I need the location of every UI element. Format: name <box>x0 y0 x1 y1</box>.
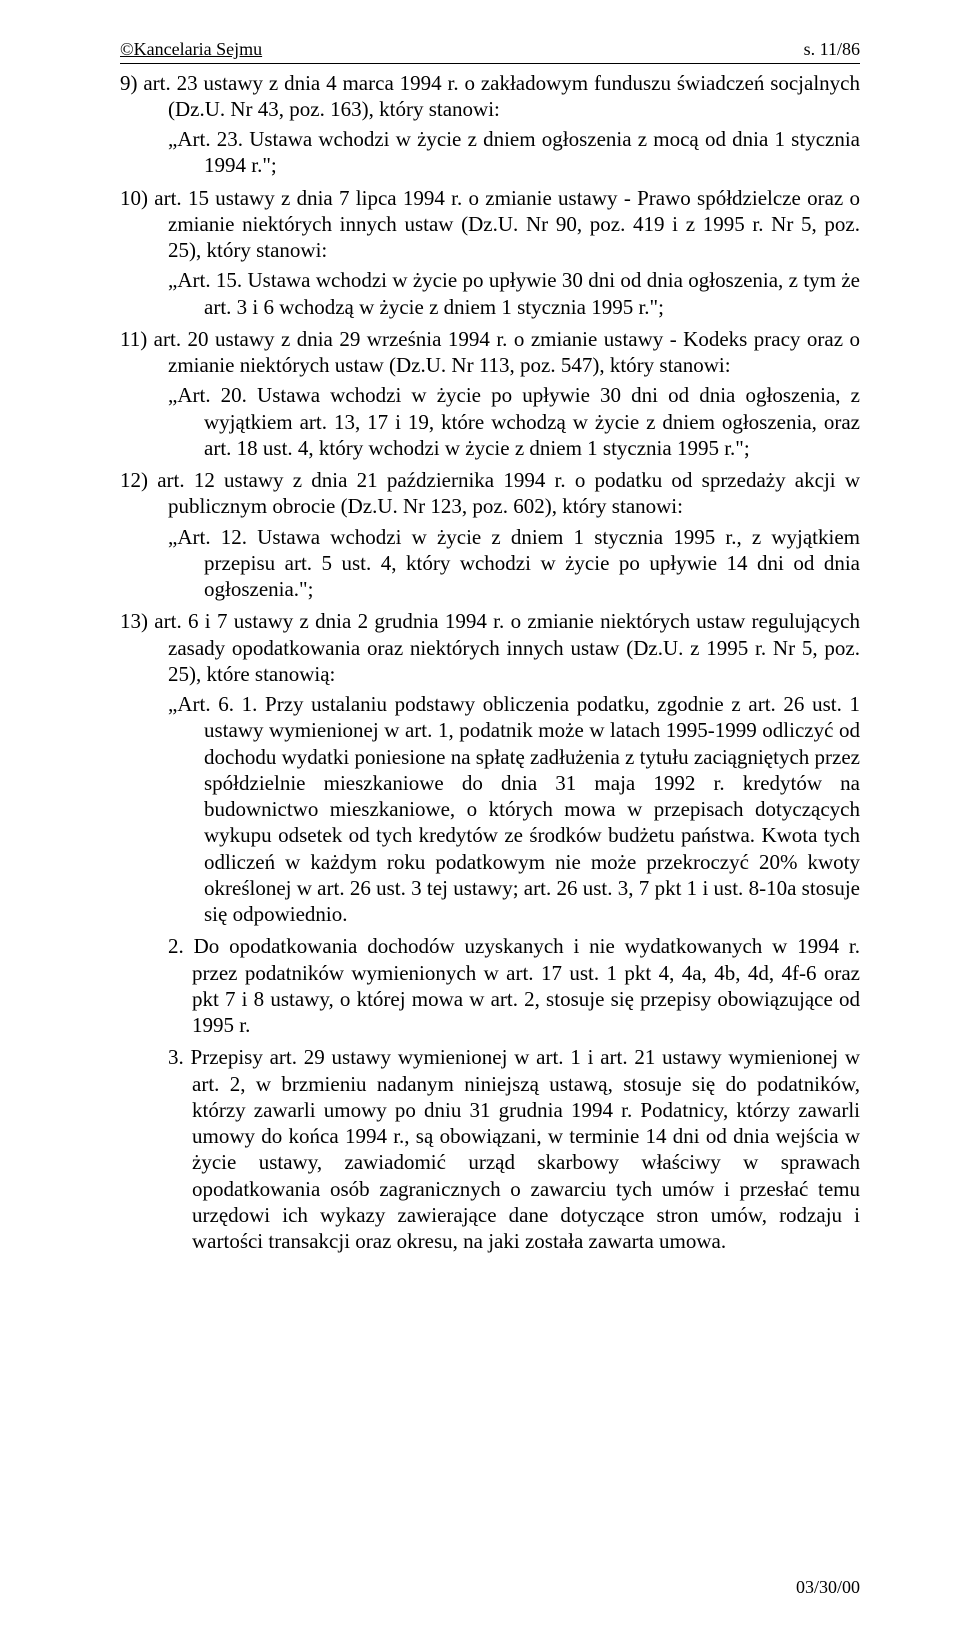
header-page-number: s. 11/86 <box>804 38 860 61</box>
quote-13-2: 2. Do opodatkowania dochodów uzyskanych … <box>120 933 860 1038</box>
header-left: ©Kancelaria Sejmu <box>120 38 262 61</box>
document-page: ©Kancelaria Sejmu s. 11/86 9) art. 23 us… <box>0 0 960 1628</box>
list-item-9: 9) art. 23 ustawy z dnia 4 marca 1994 r.… <box>120 70 860 123</box>
page-header: ©Kancelaria Sejmu s. 11/86 <box>120 38 860 64</box>
list-item-13: 13) art. 6 i 7 ustawy z dnia 2 grudnia 1… <box>120 608 860 687</box>
list-item-11: 11) art. 20 ustawy z dnia 29 września 19… <box>120 326 860 379</box>
quote-10: „Art. 15. Ustawa wchodzi w życie po upły… <box>120 267 860 320</box>
quote-13-1: „Art. 6. 1. Przy ustalaniu podstawy obli… <box>120 691 860 927</box>
quote-11: „Art. 20. Ustawa wchodzi w życie po upły… <box>120 382 860 461</box>
quote-13-3: 3. Przepisy art. 29 ustawy wymienionej w… <box>120 1044 860 1254</box>
list-item-12: 12) art. 12 ustawy z dnia 21 październik… <box>120 467 860 520</box>
document-body: 9) art. 23 ustawy z dnia 4 marca 1994 r.… <box>120 70 860 1255</box>
footer-date: 03/30/00 <box>796 1576 860 1599</box>
list-item-10: 10) art. 15 ustawy z dnia 7 lipca 1994 r… <box>120 185 860 264</box>
quote-9: „Art. 23. Ustawa wchodzi w życie z dniem… <box>120 126 860 179</box>
quote-12: „Art. 12. Ustawa wchodzi w życie z dniem… <box>120 524 860 603</box>
